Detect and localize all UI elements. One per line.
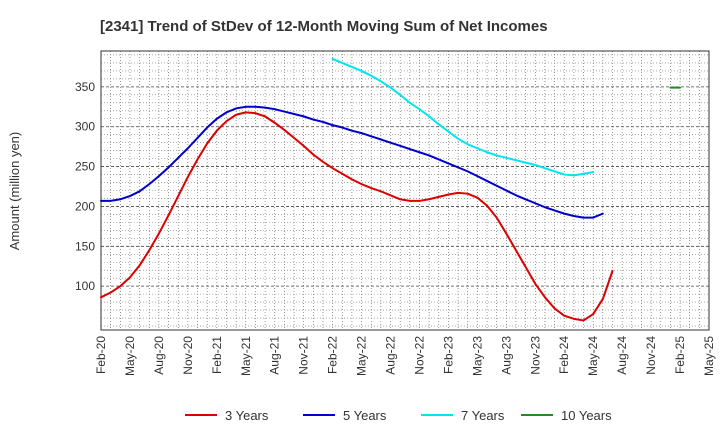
legend-label: 5 Years (343, 408, 387, 423)
x-tick-label: Feb-24 (557, 336, 571, 374)
x-tick-label: Aug-20 (152, 336, 166, 375)
x-tick-label: May-25 (702, 336, 716, 376)
series-line-3-years (100, 111, 614, 322)
x-tick-label: Nov-22 (412, 336, 426, 375)
y-tick-label: 200 (75, 199, 95, 213)
x-tick-label: May-24 (586, 336, 600, 376)
plot-area: 100 150 200 250 300 350 Feb-20 May-20 Aug-20 Nov-… (75, 50, 716, 376)
x-tick-label: Nov-20 (181, 336, 195, 375)
x-tick-label: Nov-23 (528, 336, 542, 375)
x-tick-label: Aug-23 (499, 336, 513, 375)
series-line-7-years (331, 57, 595, 177)
x-tick-label: May-22 (355, 336, 369, 376)
y-tick-label: 100 (75, 279, 95, 293)
x-tick-label: Nov-21 (297, 336, 311, 375)
x-tick-label: Nov-24 (644, 336, 658, 375)
x-tick-label: Feb-21 (210, 336, 224, 374)
y-tick-label: 300 (75, 120, 95, 134)
legend: 3 Years 5 Years 7 Years 10 Years (185, 408, 612, 423)
x-tick-label: Aug-22 (384, 336, 398, 375)
legend-label: 10 Years (561, 408, 612, 423)
x-tick-label: May-20 (123, 336, 137, 376)
x-tick-label: May-23 (470, 336, 484, 376)
x-tick-label: Feb-20 (94, 336, 108, 374)
x-tick-label: Aug-24 (615, 336, 629, 375)
x-tick-label: Feb-23 (441, 336, 455, 374)
legend-label: 7 Years (461, 408, 505, 423)
series-line-5-years (100, 105, 604, 219)
plot-frame (100, 50, 710, 331)
y-tick-label: 250 (75, 160, 95, 174)
y-axis-label: Amount (million yen) (7, 132, 22, 251)
y-tick-label: 150 (75, 239, 95, 253)
x-tick-label: Aug-21 (268, 336, 282, 375)
x-tick-label: Feb-22 (326, 336, 340, 374)
x-tick-label: Feb-25 (673, 336, 687, 374)
x-tick-label: May-21 (239, 336, 253, 376)
y-tick-label: 350 (75, 80, 95, 94)
chart-title: [2341] Trend of StDev of 12-Month Moving… (100, 18, 548, 35)
legend-label: 3 Years (225, 408, 269, 423)
